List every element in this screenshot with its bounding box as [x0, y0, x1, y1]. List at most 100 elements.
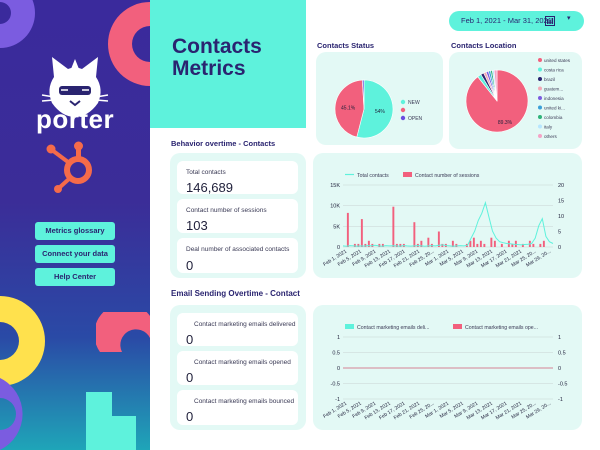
location-legend-swatch-7 — [538, 124, 542, 129]
deals-label: Deal number of associated contacts — [186, 246, 290, 253]
status-slice-1 — [334, 79, 365, 138]
behavior-bar-6 — [364, 243, 367, 247]
email-title: Email Sending Overtime - Contact — [171, 289, 300, 298]
status-slice-2 — [362, 79, 365, 110]
decor-pink-ring — [96, 312, 150, 352]
email-y-right-tick-0: -1 — [558, 397, 563, 403]
behavior-y-right-tick-1: 5 — [558, 230, 561, 236]
behavior-kpi-panel: Total contacts 146,689 Contact number of… — [170, 153, 306, 278]
location-center-label: 89.3% — [498, 120, 513, 126]
bounced-label: Contact marketing emails bounced — [194, 398, 295, 405]
location-legend-swatch-3 — [538, 86, 542, 91]
behavior-legend-swatch-1 — [403, 172, 412, 177]
email-chart-panel: Contact marketing emails deli... Contact … — [313, 305, 582, 430]
behavior-y-right-tick-3: 15 — [558, 199, 564, 205]
sessions-value: 103 — [186, 218, 208, 233]
email-y-left-tick-2: 0 — [337, 366, 340, 372]
behavior-bar-10 — [378, 243, 381, 247]
date-range-picker[interactable]: Feb 1, 2021 - Mar 31, 2021 ▾ — [449, 11, 584, 31]
behavior-bar-14 — [392, 206, 395, 247]
behavior-bar-38 — [476, 243, 479, 247]
location-legend-swatch-0 — [538, 58, 542, 62]
behavior-title: Behavior overtime - Contacts — [171, 139, 276, 148]
behavior-legend-label-1: Contact number of sessions — [415, 173, 480, 179]
status-legend-swatch-0 — [400, 99, 406, 105]
decor-teal-block — [86, 392, 136, 450]
behavior-y-right-tick-0: 0 — [558, 245, 561, 251]
location-legend-label-3: guatem... — [544, 87, 563, 92]
total-contacts-value: 146,689 — [186, 180, 233, 195]
behavior-bar-40 — [483, 243, 486, 247]
location-legend-swatch-2 — [538, 77, 542, 81]
delivered-label: Contact marketing emails delivered — [194, 321, 296, 328]
behavior-bar-5 — [360, 219, 363, 247]
opened-label: Contact marketing emails opened — [194, 359, 291, 366]
decor-pink-arc — [108, 2, 150, 86]
status-legend-label-0: NEW — [408, 100, 420, 106]
porter-cat-logo — [38, 55, 112, 127]
metrics-glossary-button[interactable]: Metrics glossary — [35, 222, 115, 240]
sidebar: porter Metrics glossary Connect your dat… — [0, 0, 150, 450]
location-slice-8 — [493, 69, 498, 102]
email-kpi-panel: Contact marketing emails delivered 0 Con… — [170, 305, 306, 430]
behavior-bar-48 — [511, 243, 514, 247]
email-y-left-tick-1: -0.5 — [331, 382, 340, 388]
email-y-right-tick-2: 0 — [558, 366, 561, 372]
location-legend-swatch-8 — [538, 134, 542, 138]
behavior-y-left-tick-0: 0 — [337, 245, 340, 251]
behavior-bar-31 — [451, 240, 454, 247]
opened-value: 0 — [186, 370, 194, 385]
decor-yellow-arc — [0, 296, 45, 386]
location-legend-swatch-5 — [538, 105, 542, 110]
hubspot-icon — [44, 140, 102, 196]
behavior-legend-label-0: Total contacts — [357, 173, 389, 179]
behavior-y-left-tick-2: 10K — [330, 204, 340, 210]
behavior-bar-7 — [367, 240, 370, 247]
behavior-y-right-tick-4: 20 — [558, 183, 564, 189]
contacts-status-pie: 54% 45.1% NEW OPEN — [334, 79, 423, 139]
email-y-left-tick-4: 1 — [337, 335, 340, 341]
behavior-bar-16 — [399, 243, 402, 247]
connect-data-button[interactable]: Connect your data — [35, 245, 115, 263]
location-legend-label-6: colombia — [544, 115, 563, 120]
status-slice-label-1: 45.1% — [341, 105, 356, 111]
contacts-status-panel: 54% 45.1% NEW OPEN — [316, 52, 443, 145]
help-center-button[interactable]: Help Center — [35, 268, 115, 286]
decor-purple-half — [0, 378, 23, 450]
behavior-y-left-tick-1: 5K — [333, 224, 340, 230]
email-legend-swatch-0 — [345, 324, 354, 329]
calendar-icon — [545, 16, 555, 26]
behavior-bar-37 — [472, 237, 475, 247]
behavior-line-total-contacts — [342, 200, 554, 247]
email-chart: Contact marketing emails deli... Contact … — [322, 324, 567, 421]
status-slice-0 — [356, 79, 394, 139]
contacts-status-title: Contacts Status — [317, 41, 375, 50]
behavior-bar-57 — [542, 240, 545, 247]
decor-purple-arc — [0, 0, 35, 48]
opened-card: Contact marketing emails opened 0 — [177, 351, 298, 385]
status-legend-label-2: OPEN — [408, 116, 423, 122]
sessions-label: Contact number of sessions — [186, 207, 267, 214]
behavior-bar-42 — [490, 237, 493, 247]
page-title-line-2: Metrics — [172, 57, 246, 80]
behavior-bar-45 — [500, 243, 503, 247]
behavior-bar-39 — [479, 240, 482, 247]
email-y-right-tick-3: 0.5 — [558, 351, 566, 357]
location-legend-swatch-6 — [538, 115, 542, 119]
behavior-bar-27 — [437, 231, 440, 247]
page-title-box: Contacts Metrics — [150, 0, 306, 128]
behavior-bar-4 — [357, 243, 360, 247]
location-legend-label-8: others — [544, 134, 557, 139]
page-title: Contacts Metrics — [172, 36, 262, 80]
location-legend-label-7: italy — [544, 125, 553, 130]
contacts-location-title: Contacts Location — [451, 41, 517, 50]
behavior-bar-3 — [353, 243, 356, 247]
behavior-bar-32 — [455, 243, 458, 247]
email-y-right-tick-1: -0.5 — [558, 382, 567, 388]
sessions-card: Contact number of sessions 103 — [177, 199, 298, 233]
behavior-bar-43 — [493, 240, 496, 247]
contacts-location-pie: 89.3% united states costa rica brazil guatem… — [465, 58, 571, 139]
brand-name: porter — [35, 104, 115, 134]
behavior-chart-panel: Total contacts Contact number of sessions… — [313, 153, 582, 278]
location-legend-label-1: costa rica — [544, 68, 564, 73]
